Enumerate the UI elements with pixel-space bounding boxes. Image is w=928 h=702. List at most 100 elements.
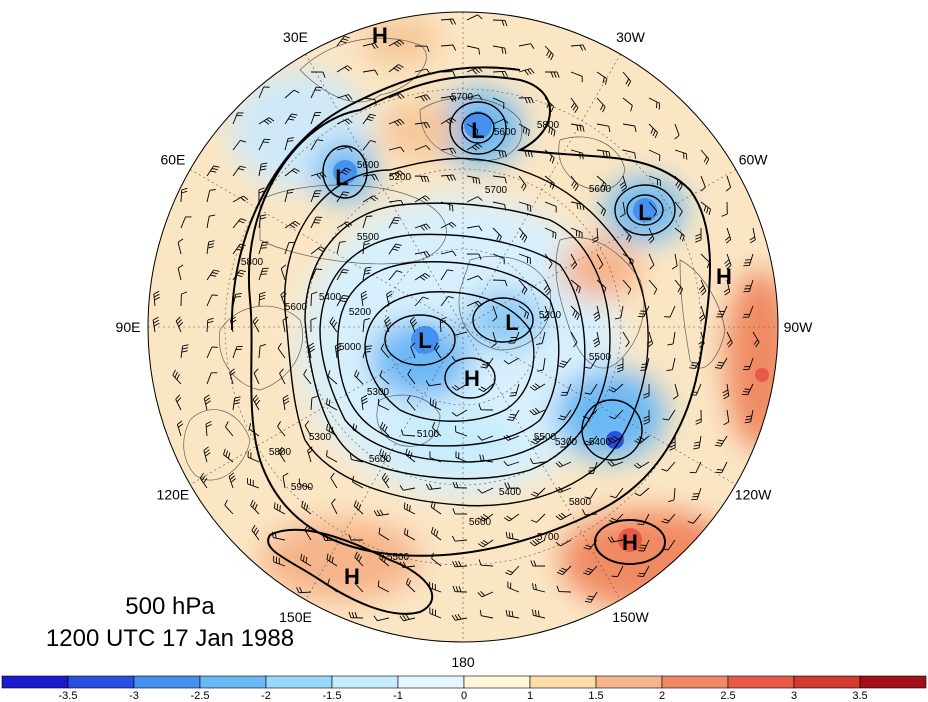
- wind-barb: [566, 383, 572, 396]
- wind-barb-feather: [379, 370, 383, 377]
- high-center-8: H: [622, 530, 638, 555]
- wind-barb: [588, 435, 598, 446]
- wind-barb-feather: [528, 129, 530, 136]
- wind-barb: [414, 145, 427, 151]
- wind-barb-feather: [478, 517, 484, 522]
- wind-barb: [466, 123, 478, 131]
- wind-barb-feather: [724, 259, 730, 264]
- wind-barb: [509, 513, 520, 522]
- wind-barb-feather: [585, 440, 592, 444]
- low-center-3: L: [638, 200, 651, 225]
- wind-barb-feather: [579, 125, 582, 132]
- wind-barb: [440, 296, 449, 307]
- wind-barb: [414, 223, 427, 229]
- wind-barb-feather: [393, 246, 401, 249]
- wind-barb-feather: [283, 397, 289, 402]
- wind-barb-feather: [392, 248, 399, 251]
- wind-barb-feather: [508, 532, 511, 539]
- wind-barb: [273, 561, 286, 567]
- wind-barb-feather: [405, 614, 410, 620]
- wind-barb-feather: [250, 499, 254, 506]
- wind-barb-feather: [399, 170, 405, 176]
- wind-barb-feather: [380, 343, 385, 350]
- wind-barb-feather: [579, 45, 584, 51]
- wind-barb: [570, 253, 578, 265]
- lon-label-5: 150W: [612, 609, 649, 625]
- wind-barb-feather: [503, 460, 508, 466]
- wind-barb-feather: [671, 265, 678, 270]
- wind-barb-feather: [477, 275, 483, 281]
- wind-barb-feather: [572, 182, 577, 189]
- wind-barb-feather: [496, 234, 500, 241]
- wind-barb: [700, 305, 706, 318]
- wind-barb-feather: [393, 219, 400, 222]
- wind-barb-feather: [396, 171, 402, 177]
- wind-barb-feather: [406, 503, 408, 510]
- wind-barb: [199, 477, 208, 489]
- wind-barb-feather: [478, 559, 482, 566]
- wind-barb-feather: [572, 310, 576, 316]
- wind-barb: [381, 477, 390, 489]
- wind-barb-feather: [383, 452, 387, 459]
- wind-barb: [617, 565, 624, 577]
- wind-barb-feather: [317, 139, 324, 142]
- wind-barb: [252, 321, 260, 333]
- wind-barb: [695, 383, 702, 396]
- wind-barb-feather: [327, 578, 330, 585]
- wind-barb-feather: [252, 501, 256, 508]
- wind-barb: [258, 86, 265, 99]
- wind-barb: [232, 346, 238, 359]
- wind-barb-feather: [725, 236, 731, 241]
- wind-barb-feather: [181, 187, 188, 191]
- wind-barb-feather: [361, 394, 368, 399]
- wind-barb-feather: [331, 498, 336, 504]
- contour-label-26: 5100: [417, 429, 440, 440]
- wind-barb: [596, 123, 609, 127]
- wind-barb-feather: [529, 410, 535, 416]
- wind-barb-feather: [433, 342, 439, 349]
- wind-barb-feather: [744, 388, 751, 390]
- wind-barb-feather: [182, 347, 189, 350]
- colorbar-swatch-5: [331, 675, 399, 689]
- wind-barb-feather: [708, 209, 712, 216]
- wind-barb-feather: [653, 210, 658, 217]
- wind-barb-feather: [619, 181, 626, 186]
- wind-barb-feather: [376, 509, 381, 516]
- wind-barb-feather: [507, 419, 514, 421]
- wind-barb-feather: [399, 93, 405, 99]
- wind-barb-feather: [412, 321, 418, 327]
- wind-barb: [482, 487, 494, 494]
- wind-barb-feather: [593, 340, 600, 345]
- wind-barb-feather: [211, 168, 218, 171]
- wind-barb-feather: [608, 151, 611, 158]
- wind-barb-feather: [366, 215, 373, 217]
- wind-barb-feather: [223, 448, 226, 455]
- wind-barb-feather: [572, 264, 578, 270]
- wind-barb: [622, 227, 632, 238]
- wind-barb: [378, 586, 390, 593]
- wind-barb-feather: [207, 317, 214, 321]
- wind-barb-feather: [423, 122, 428, 129]
- wind-barb-feather: [354, 551, 358, 558]
- wind-barb-feather: [394, 121, 400, 127]
- wind-barb: [700, 149, 710, 160]
- wind-barb-feather: [636, 438, 643, 443]
- wind-barb: [388, 199, 401, 203]
- wind-barb-feather: [234, 295, 242, 298]
- colorbar-label-5: -1: [393, 690, 403, 702]
- wind-barb-feather: [532, 408, 538, 414]
- wind-barb: [378, 404, 390, 411]
- wind-barb-feather: [253, 527, 258, 534]
- wind-barb: [352, 481, 364, 489]
- wind-barb-feather: [687, 520, 694, 524]
- wind-barb-feather: [524, 70, 529, 76]
- wind-barb-feather: [374, 69, 379, 76]
- wind-barb-feather: [551, 157, 555, 164]
- wind-barb-feather: [227, 452, 231, 459]
- wind-barb-feather: [347, 118, 353, 124]
- wind-barb-feather: [455, 560, 459, 567]
- wind-barb-feather: [181, 350, 188, 353]
- wind-barb-feather: [501, 150, 504, 157]
- wind-barb-feather: [648, 235, 654, 241]
- wind-barb: [518, 227, 528, 238]
